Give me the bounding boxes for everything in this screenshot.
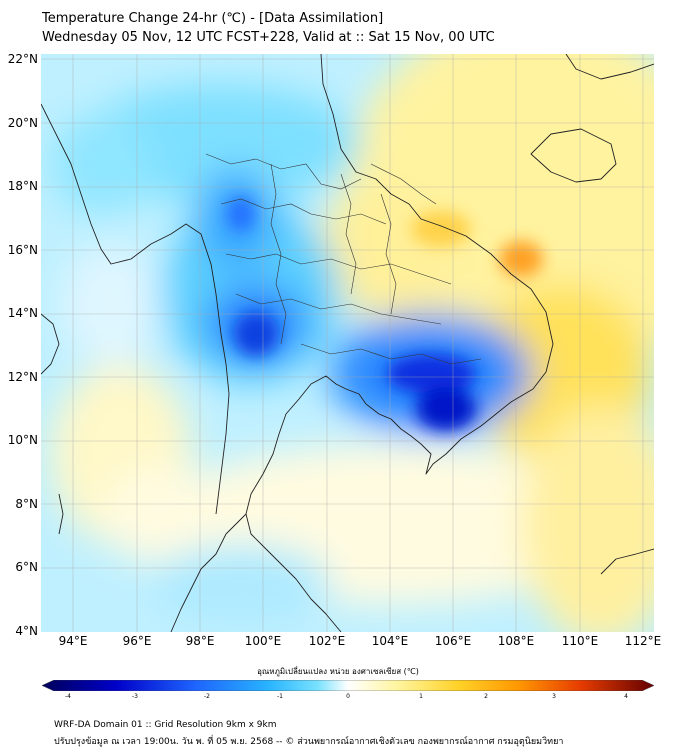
lat-label-18: 18°N bbox=[7, 179, 38, 193]
province-borders bbox=[205, 153, 482, 365]
graticule bbox=[41, 54, 654, 632]
map-title: Temperature Change 24-hr (℃) - [Data Ass… bbox=[42, 11, 384, 26]
colorbar-tick: -3 bbox=[132, 693, 138, 700]
colorbar-tick: -2 bbox=[204, 693, 210, 700]
lat-label-4: 4°N bbox=[15, 624, 38, 638]
lat-label-16: 16°N bbox=[7, 243, 38, 257]
lon-label-94: 94°E bbox=[58, 634, 88, 648]
lon-label-102: 102°E bbox=[308, 634, 346, 648]
lon-label-104: 104°E bbox=[371, 634, 409, 648]
lon-label-110: 110°E bbox=[561, 634, 599, 648]
lon-label-108: 108°E bbox=[497, 634, 535, 648]
lon-label-98: 98°E bbox=[185, 634, 215, 648]
lat-label-14: 14°N bbox=[7, 306, 38, 320]
lat-label-6: 6°N bbox=[15, 560, 38, 574]
lon-label-106: 106°E bbox=[434, 634, 472, 648]
lat-label-22: 22°N bbox=[7, 52, 38, 66]
lat-label-12: 12°N bbox=[7, 370, 38, 384]
colorbar bbox=[42, 680, 654, 691]
colorbar-tick: 3 bbox=[552, 693, 556, 700]
temperature-map bbox=[41, 54, 654, 632]
lon-label-96: 96°E bbox=[122, 634, 152, 648]
colorbar-tick: -4 bbox=[65, 693, 71, 700]
lat-label-20: 20°N bbox=[7, 116, 38, 130]
lat-label-8: 8°N bbox=[15, 497, 38, 511]
map-subtitle: Wednesday 05 Nov, 12 UTC FCST+228, Valid… bbox=[42, 30, 495, 45]
temperature-field bbox=[51, 54, 654, 632]
colorbar-tick: 4 bbox=[624, 693, 628, 700]
lon-label-112: 112°E bbox=[624, 634, 662, 648]
colorbar-label: อุณหภูมิเปลี่ยนแปลง หน่วย องศาเซลเซียส (… bbox=[257, 667, 419, 676]
colorbar-tick: -1 bbox=[277, 693, 283, 700]
coastlines-and-borders bbox=[41, 54, 654, 632]
footer-model-info: WRF-DA Domain 01 :: Grid Resolution 9km … bbox=[54, 720, 277, 730]
colorbar-tick: 0 bbox=[346, 693, 350, 700]
colorbar-tick: 2 bbox=[484, 693, 488, 700]
lat-label-10: 10°N bbox=[7, 433, 38, 447]
lon-label-100: 100°E bbox=[244, 634, 282, 648]
colorbar-tick: 1 bbox=[419, 693, 423, 700]
footer-credit: ปรับปรุงข้อมูล ณ เวลา 19:00น. วัน พ. ที่… bbox=[54, 737, 564, 747]
